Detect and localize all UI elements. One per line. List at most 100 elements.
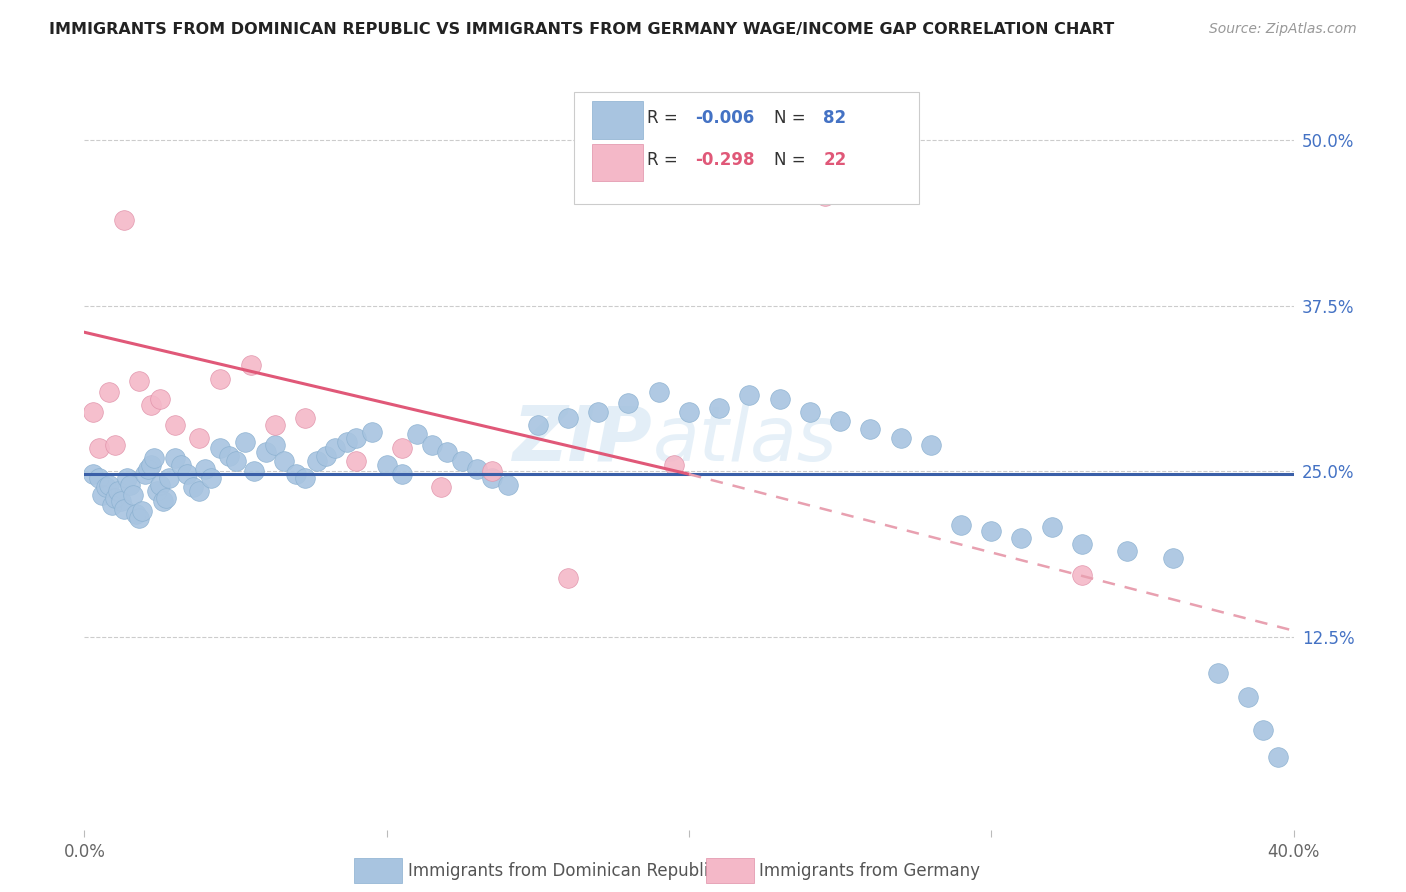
- Point: [110, 493, 132, 508]
- Point: [799, 405, 821, 419]
- Point: [263, 418, 285, 433]
- Point: [346, 431, 368, 445]
- Point: [391, 467, 413, 482]
- Point: [1071, 537, 1094, 551]
- Text: R =: R =: [647, 152, 683, 169]
- Point: [738, 387, 761, 401]
- Point: [152, 493, 174, 508]
- Text: N =: N =: [773, 152, 810, 169]
- Point: [406, 427, 429, 442]
- FancyBboxPatch shape: [592, 102, 643, 139]
- Text: -0.006: -0.006: [695, 109, 754, 127]
- Point: [233, 435, 256, 450]
- Text: -0.298: -0.298: [695, 152, 755, 169]
- Point: [209, 372, 232, 386]
- Point: [155, 491, 177, 505]
- Text: N =: N =: [773, 109, 810, 127]
- FancyBboxPatch shape: [574, 92, 918, 204]
- Point: [648, 384, 671, 399]
- Point: [82, 405, 104, 419]
- Point: [481, 465, 503, 479]
- Point: [146, 484, 169, 499]
- Point: [104, 491, 127, 505]
- Point: [294, 411, 316, 425]
- Point: [91, 488, 114, 502]
- Point: [194, 462, 217, 476]
- Point: [1237, 690, 1260, 704]
- Point: [149, 392, 172, 406]
- Point: [218, 449, 240, 463]
- Point: [588, 405, 610, 419]
- Point: [307, 454, 329, 468]
- Point: [1267, 749, 1289, 764]
- Point: [89, 471, 111, 485]
- Point: [436, 444, 458, 458]
- Point: [82, 467, 104, 482]
- Point: [97, 384, 120, 399]
- Point: [112, 501, 135, 516]
- Point: [662, 458, 685, 472]
- Point: [128, 374, 150, 388]
- Point: [391, 441, 413, 455]
- Point: [1071, 568, 1094, 582]
- Point: [557, 411, 579, 425]
- Point: [617, 395, 640, 409]
- Point: [176, 467, 198, 482]
- Point: [165, 451, 187, 466]
- Point: [188, 484, 211, 499]
- Point: [1040, 520, 1063, 534]
- Point: [188, 431, 211, 445]
- Text: IMMIGRANTS FROM DOMINICAN REPUBLIC VS IMMIGRANTS FROM GERMANY WAGE/INCOME GAP CO: IMMIGRANTS FROM DOMINICAN REPUBLIC VS IM…: [49, 22, 1115, 37]
- Point: [814, 188, 837, 202]
- Point: [1161, 550, 1184, 565]
- Point: [131, 504, 153, 518]
- Point: [527, 418, 550, 433]
- Point: [181, 480, 204, 494]
- FancyBboxPatch shape: [592, 144, 643, 181]
- Point: [125, 507, 148, 521]
- Text: 82: 82: [823, 109, 846, 127]
- Point: [263, 438, 285, 452]
- Point: [451, 454, 474, 468]
- Point: [420, 438, 443, 452]
- Point: [467, 462, 489, 476]
- Point: [294, 471, 316, 485]
- Point: [709, 401, 731, 415]
- Point: [139, 398, 162, 412]
- Point: [136, 462, 159, 476]
- Point: [950, 517, 973, 532]
- Point: [496, 477, 519, 491]
- Point: [134, 467, 156, 482]
- Text: Immigrants from Dominican Republic: Immigrants from Dominican Republic: [408, 862, 717, 880]
- Point: [209, 441, 232, 455]
- Point: [112, 212, 135, 227]
- Point: [285, 467, 308, 482]
- Point: [360, 425, 382, 439]
- Point: [557, 571, 579, 585]
- Point: [273, 454, 295, 468]
- Point: [859, 422, 882, 436]
- Text: R =: R =: [647, 109, 683, 127]
- Text: Immigrants from Germany: Immigrants from Germany: [759, 862, 980, 880]
- Point: [830, 414, 852, 428]
- Point: [142, 451, 165, 466]
- Point: [115, 471, 138, 485]
- Text: 22: 22: [823, 152, 846, 169]
- Point: [980, 524, 1002, 538]
- Point: [165, 418, 187, 433]
- Point: [336, 435, 359, 450]
- Point: [375, 458, 398, 472]
- Point: [200, 471, 222, 485]
- Point: [128, 511, 150, 525]
- Point: [430, 480, 453, 494]
- Point: [97, 477, 120, 491]
- Point: [346, 454, 368, 468]
- Point: [242, 465, 264, 479]
- Point: [254, 444, 277, 458]
- Text: atlas: atlas: [652, 403, 837, 477]
- Point: [225, 454, 247, 468]
- Point: [149, 477, 172, 491]
- Point: [323, 441, 346, 455]
- Text: ZIP: ZIP: [513, 403, 652, 477]
- Point: [170, 458, 193, 472]
